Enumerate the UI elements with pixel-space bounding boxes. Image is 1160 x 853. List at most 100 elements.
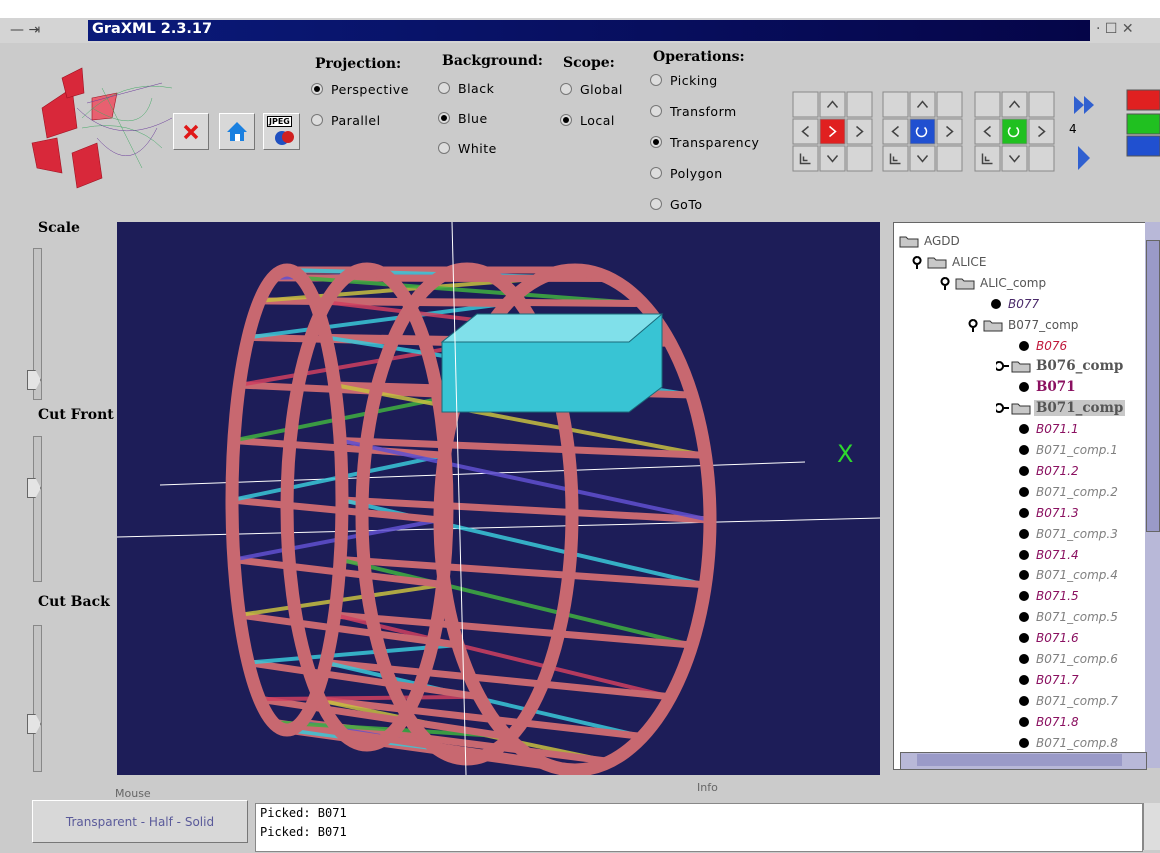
radio-option[interactable]: Transform [650, 102, 737, 120]
info-scrollbar[interactable] [1143, 803, 1160, 850]
nav-button[interactable] [936, 118, 963, 145]
tree-vscrollbar[interactable] [1145, 222, 1160, 768]
tree-hscrollbar[interactable] [900, 752, 1147, 770]
clear-button[interactable] [173, 113, 209, 150]
hscroll-thumb[interactable] [917, 754, 1122, 766]
tree-node[interactable]: B071.7 [996, 670, 1081, 690]
leaf-icon [1019, 737, 1029, 748]
tree-label: ALIC_comp [980, 275, 1047, 290]
slider-thumb[interactable] [27, 714, 41, 734]
frame-ring [433, 263, 717, 775]
radio-option[interactable]: Blue [438, 109, 488, 127]
expand-handle [996, 403, 1009, 414]
tree-node[interactable]: B071.2 [996, 461, 1081, 481]
tree-node[interactable]: B071_comp.7 [996, 691, 1120, 711]
nav-button[interactable] [974, 145, 1001, 172]
slider-thumb[interactable] [27, 478, 41, 498]
nav-button[interactable] [846, 118, 873, 145]
tree-node[interactable]: B071_comp.6 [996, 649, 1120, 669]
nav-button[interactable] [846, 91, 873, 118]
nav-button[interactable] [1028, 91, 1055, 118]
nav-button[interactable] [974, 91, 1001, 118]
tree-node[interactable]: ALIC_comp [940, 273, 1048, 293]
tree-node[interactable]: B071.3 [996, 503, 1081, 523]
tree-node[interactable]: ALICE [912, 252, 988, 272]
radio-option[interactable]: Picking [650, 71, 718, 89]
leaf-icon [1019, 633, 1029, 644]
radio-option[interactable]: Parallel [311, 111, 381, 129]
nav-button[interactable] [819, 91, 846, 118]
window-menu-icon[interactable]: — ⇥ [10, 22, 41, 38]
tree-node[interactable]: B076 [996, 336, 1069, 356]
nav-button[interactable] [909, 91, 936, 118]
nav-button[interactable] [909, 118, 936, 145]
window-controls[interactable]: · ☐ ✕ [1096, 21, 1134, 37]
radio-option[interactable]: Global [560, 80, 623, 98]
tree-label: B071_comp.1 [1036, 443, 1118, 457]
radio-option[interactable]: Polygon [650, 164, 723, 182]
radio-option[interactable]: Transparency [650, 133, 759, 151]
color-swatch[interactable] [1126, 89, 1160, 111]
nav-button[interactable] [792, 145, 819, 172]
scroll-thumb[interactable] [1146, 240, 1160, 532]
tree-node[interactable]: B071_comp.8 [996, 733, 1120, 753]
tree-node[interactable]: AGDD [894, 231, 962, 251]
nav-button[interactable] [1001, 145, 1028, 172]
nav-button[interactable] [882, 145, 909, 172]
nav-button[interactable] [846, 145, 873, 172]
support-box-top [440, 313, 664, 343]
nav-button[interactable] [819, 118, 846, 145]
radio-option[interactable]: White [438, 139, 497, 157]
tree-node[interactable]: B071_comp.2 [996, 482, 1120, 502]
radio-option[interactable]: Perspective [311, 80, 409, 98]
color-swatch[interactable] [1126, 113, 1160, 135]
nav-button[interactable] [974, 118, 1001, 145]
nav-button[interactable] [882, 91, 909, 118]
nav-button[interactable] [819, 145, 846, 172]
tree-node[interactable]: B071_comp.1 [996, 440, 1120, 460]
tree-node[interactable]: B071.6 [996, 628, 1081, 648]
tree-node[interactable]: B071_comp [996, 398, 1126, 418]
nav-button[interactable] [1001, 91, 1028, 118]
nav-button[interactable] [792, 91, 819, 118]
slider-thumb[interactable] [27, 370, 41, 390]
radio-option[interactable]: Black [438, 79, 494, 97]
nav-button[interactable] [909, 145, 936, 172]
jpeg-button[interactable]: JPEG [263, 113, 300, 150]
tree-node[interactable]: B071 [996, 377, 1078, 397]
screen-margin [0, 0, 1160, 18]
radio-option[interactable]: Local [560, 111, 615, 129]
nav-button[interactable] [936, 145, 963, 172]
radio-text: Parallel [331, 112, 381, 128]
home-button[interactable] [219, 113, 255, 150]
nav-button[interactable] [1001, 118, 1028, 145]
tree-node[interactable]: B071.1 [996, 419, 1081, 439]
leaf-icon [1019, 424, 1029, 435]
leaf-icon [1019, 486, 1029, 497]
radio-text: Perspective [331, 81, 409, 97]
radio-dot [650, 136, 662, 148]
nav-button[interactable] [1028, 118, 1055, 145]
tree-node[interactable]: B071.4 [996, 545, 1081, 565]
nav-button[interactable] [1028, 145, 1055, 172]
navigation-controls [792, 89, 1160, 172]
tree-node[interactable]: B071.5 [996, 586, 1081, 606]
tree-node[interactable]: B076_comp [996, 356, 1125, 376]
nav-glyph [916, 100, 929, 108]
tree-label: B071_comp.4 [1036, 568, 1118, 583]
tree-node[interactable]: B071_comp.3 [996, 524, 1120, 544]
tree-node[interactable]: B071.8 [996, 712, 1081, 732]
nav-button[interactable] [882, 118, 909, 145]
tree-node[interactable]: B077_comp [968, 315, 1080, 335]
nav-button[interactable] [936, 91, 963, 118]
tree-node[interactable]: B077 [968, 294, 1041, 314]
3d-viewport[interactable]: X [117, 222, 880, 775]
mouse-mode-button[interactable]: Transparent - Half - Solid [32, 800, 248, 843]
nav-button[interactable] [792, 118, 819, 145]
radio-option[interactable]: GoTo [650, 195, 703, 213]
color-swatch[interactable] [1126, 135, 1160, 157]
leaf-icon [1019, 612, 1029, 623]
tree-node[interactable]: B071_comp.5 [996, 607, 1120, 627]
tree-node[interactable]: B071_comp.4 [996, 565, 1120, 585]
nav-glyph [801, 125, 809, 138]
